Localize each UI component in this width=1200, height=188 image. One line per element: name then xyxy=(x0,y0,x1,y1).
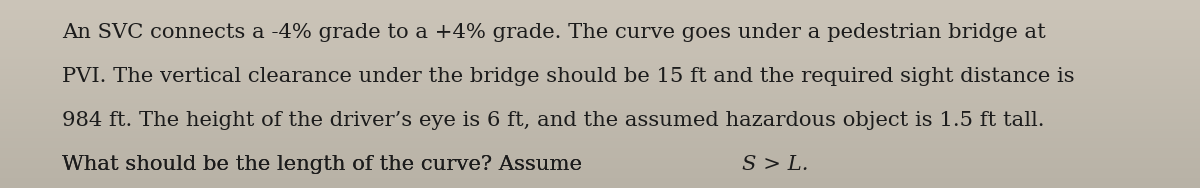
Text: PVI. The vertical clearance under the bridge should be 15 ft and the required si: PVI. The vertical clearance under the br… xyxy=(62,67,1075,86)
Text: 984 ft. The height of the driver’s eye is 6 ft, and the assumed hazardous object: 984 ft. The height of the driver’s eye i… xyxy=(62,111,1045,130)
Text: S > L.: S > L. xyxy=(742,155,809,174)
Text: What should be the length of the curve? Assume: What should be the length of the curve? … xyxy=(62,155,589,174)
Text: Problem 13.15W: Problem 13.15W xyxy=(62,0,244,3)
Text: An SVC connects a -4% grade to a +4% grade. The curve goes under a pedestrian br: An SVC connects a -4% grade to a +4% gra… xyxy=(62,23,1046,42)
Text: What should be the length of the curve? Assume: What should be the length of the curve? … xyxy=(62,155,589,174)
